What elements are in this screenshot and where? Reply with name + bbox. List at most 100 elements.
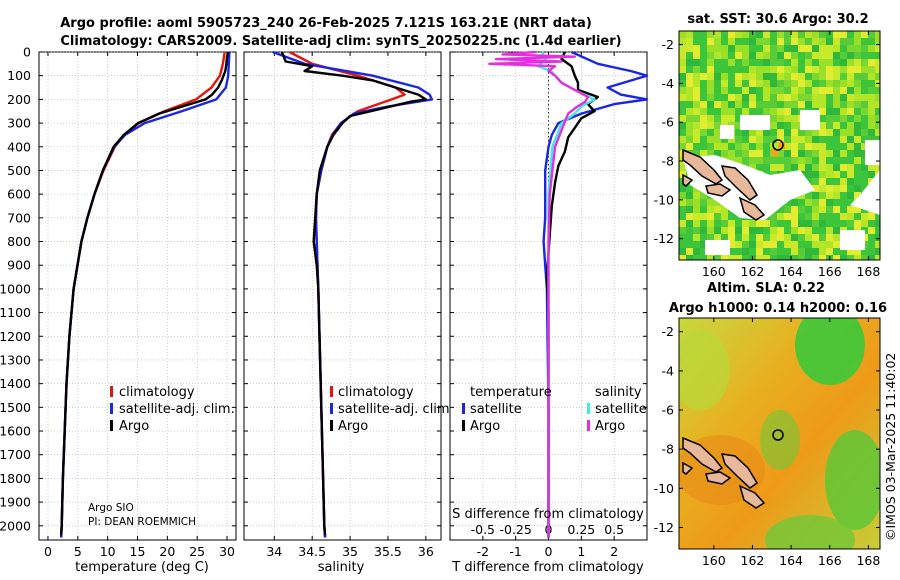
sst-cell: [805, 94, 812, 101]
sst-map-title: sat. SST: 30.6 Argo: 30.2: [687, 12, 868, 27]
sst-cell: [875, 136, 880, 143]
sst-cell: [812, 206, 819, 213]
depth-tick-label: 1400: [0, 376, 31, 391]
depth-tick-label: 400: [7, 139, 31, 154]
sst-cell: [861, 129, 868, 136]
sst-cell: [770, 52, 777, 59]
map-y-tick-label: -6: [662, 115, 675, 130]
sst-cell: [735, 45, 742, 52]
sst-cell: [819, 171, 826, 178]
map-y-tick-label: -4: [662, 363, 675, 378]
sst-cell: [805, 192, 812, 199]
depth-tick-label: 2000: [0, 518, 31, 533]
sst-cell: [700, 234, 707, 241]
sst-cell: [868, 234, 875, 241]
depth-tick-label: 1100: [0, 305, 31, 320]
sst-cell: [861, 213, 868, 220]
sst-cell: [833, 178, 840, 185]
sst-cell: [791, 227, 798, 234]
sst-cell: [742, 150, 749, 157]
sst-cell: [833, 220, 840, 227]
sst-cell: [847, 52, 854, 59]
sst-cell: [735, 122, 742, 129]
sst-cell: [770, 108, 777, 115]
sst-cell: [840, 80, 847, 87]
sst-cell: [700, 87, 707, 94]
sst-cell: [812, 157, 819, 164]
sst-cell: [777, 234, 784, 241]
sst-cell: [868, 45, 875, 52]
sst-cell: [735, 234, 742, 241]
sst-cell: [679, 227, 686, 234]
map-y-tick-label: -8: [662, 154, 675, 169]
sst-gap: [740, 115, 770, 130]
sst-cell: [826, 185, 833, 192]
legend-label-s-satellite: satellite: [595, 402, 647, 417]
sst-cell: [798, 255, 805, 260]
sst-cell: [819, 220, 826, 227]
sst-cell: [742, 31, 749, 38]
sst-cell: [875, 101, 880, 108]
sst-cell: [805, 45, 812, 52]
sst-cell: [784, 31, 791, 38]
sst-cell: [875, 73, 880, 80]
sst-cell: [798, 73, 805, 80]
sst-cell: [784, 213, 791, 220]
sst-cell: [812, 94, 819, 101]
depth-tick-label: 0: [23, 45, 31, 60]
sst-cell: [728, 227, 735, 234]
sst-cell: [847, 66, 854, 73]
sst-cell: [756, 108, 763, 115]
map-x-tick-label: 162: [741, 553, 765, 568]
sst-cell: [826, 66, 833, 73]
sst-cell: [756, 227, 763, 234]
sst-cell: [875, 122, 880, 129]
sst-cell: [854, 73, 861, 80]
sst-cell: [805, 66, 812, 73]
sst-cell: [700, 192, 707, 199]
sst-cell: [777, 115, 784, 122]
sst-cell: [735, 129, 742, 136]
sst-cell: [693, 220, 700, 227]
sst-cell: [868, 94, 875, 101]
sst-cell: [861, 101, 868, 108]
sst-cell: [805, 220, 812, 227]
sst-cell: [805, 143, 812, 150]
sst-cell: [868, 255, 875, 260]
sst-cell: [749, 59, 756, 66]
map-y-tick-label: -10: [654, 192, 674, 207]
sst-cell: [875, 108, 880, 115]
sst-cell: [749, 66, 756, 73]
sst-cell: [833, 199, 840, 206]
sst-cell: [854, 248, 861, 255]
depth-tick-label: 1300: [0, 352, 31, 367]
sst-cell: [707, 66, 714, 73]
sst-cell: [791, 150, 798, 157]
sst-cell: [735, 66, 742, 73]
sst-cell: [840, 164, 847, 171]
sst-cell: [826, 213, 833, 220]
sst-cell: [791, 45, 798, 52]
sst-cell: [693, 150, 700, 157]
sst-cell: [700, 143, 707, 150]
sst-cell: [707, 94, 714, 101]
depth-tick-label: 1500: [0, 400, 31, 415]
sst-cell: [805, 150, 812, 157]
sla-map-ticks: 160 162 164 166 168 -2 -4 -6 -8 -10 -12: [654, 318, 880, 568]
sst-cell: [812, 80, 819, 87]
sst-cell: [735, 101, 742, 108]
sst-cell: [798, 143, 805, 150]
sst-cell: [770, 136, 777, 143]
sst-cell: [679, 143, 686, 150]
sst-cell: [770, 255, 777, 260]
sst-cell: [784, 199, 791, 206]
sst-cell: [763, 80, 770, 87]
legend-label-s-argo: Argo: [595, 419, 625, 434]
sst-cell: [812, 164, 819, 171]
sst-cell: [700, 73, 707, 80]
salinity-panel: 34 34.5 35 35.5 36 salinity climatology sate…: [243, 50, 454, 575]
sst-cell: [840, 171, 847, 178]
sst-cell: [826, 129, 833, 136]
sst-cell: [861, 94, 868, 101]
sst-cell: [693, 59, 700, 66]
